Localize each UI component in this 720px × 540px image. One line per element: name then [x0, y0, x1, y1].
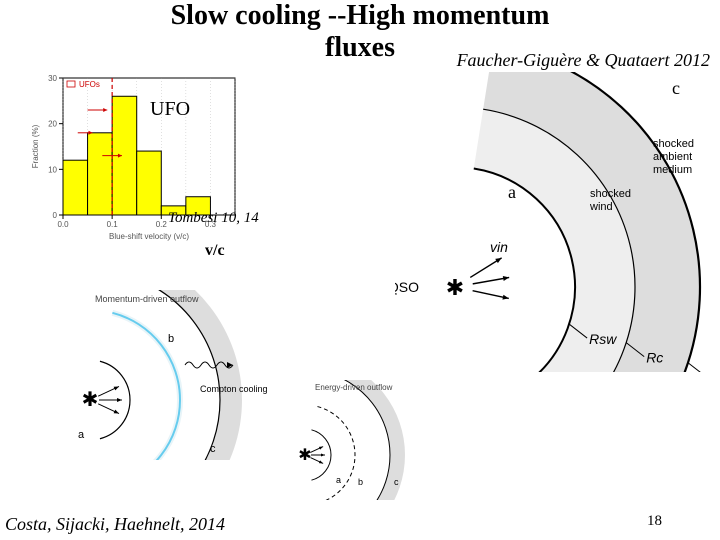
svg-text:Rs: Rs [708, 370, 715, 372]
svg-text:ambient: ambient [653, 151, 692, 163]
energy-diagram: ✱ a b c Energy-driven outflow [285, 380, 445, 500]
svg-text:shocked: shocked [653, 138, 694, 150]
svg-text:✱: ✱ [298, 447, 311, 464]
svg-text:UFOs: UFOs [79, 80, 100, 89]
svg-text:20: 20 [48, 120, 57, 129]
page-number: 18 [647, 513, 662, 530]
ref-tombesi: Tombesi 10, 14 [168, 210, 259, 227]
svg-text:c: c [394, 477, 399, 487]
svg-text:✱: ✱ [82, 389, 99, 411]
svg-text:Blue-shift velocity (v/c): Blue-shift velocity (v/c) [109, 232, 189, 241]
svg-text:QSO: QSO [395, 279, 419, 295]
svg-text:b: b [358, 477, 363, 487]
svg-text:0.0: 0.0 [57, 220, 69, 229]
svg-text:shocked: shocked [590, 188, 631, 200]
svg-text:vin: vin [490, 239, 508, 255]
svg-text:Momentum-driven outflow: Momentum-driven outflow [95, 294, 199, 304]
ufo-label: UFO [150, 98, 190, 121]
svg-text:30: 30 [48, 74, 57, 83]
svg-text:Rsw: Rsw [589, 331, 617, 347]
svg-text:10: 10 [48, 165, 57, 174]
svg-text:wind: wind [589, 201, 613, 213]
svg-text:Rc: Rc [646, 350, 663, 366]
shock-diagram: ✱QSOvinshockedwindshockedambientmediumRs… [395, 72, 715, 372]
svg-text:0: 0 [53, 211, 58, 220]
svg-text:c: c [210, 443, 216, 455]
vc-label: v/c [205, 242, 225, 260]
svg-text:a: a [78, 429, 85, 441]
svg-text:Compton cooling: Compton cooling [200, 384, 268, 394]
svg-text:b: b [168, 333, 174, 345]
ref-costa: Costa, Sijacki, Haehnelt, 2014 [5, 514, 225, 535]
svg-text:medium: medium [653, 164, 692, 176]
momentum-diagram: ✱ a b c Compton cooling Momentum-driven outfl… [60, 290, 280, 460]
svg-text:Fraction (%): Fraction (%) [31, 124, 40, 168]
svg-text:0.1: 0.1 [107, 220, 119, 229]
title-line2: fluxes [325, 32, 395, 63]
ref-faucher: Faucher-Giguère & Quataert 2012 [457, 50, 710, 71]
svg-text:✱: ✱ [446, 275, 464, 300]
svg-text:a: a [336, 475, 341, 485]
svg-text:0.2: 0.2 [156, 220, 168, 229]
title-line1: Slow cooling --High momentum [171, 0, 550, 31]
svg-text:Energy-driven outflow: Energy-driven outflow [315, 383, 393, 392]
